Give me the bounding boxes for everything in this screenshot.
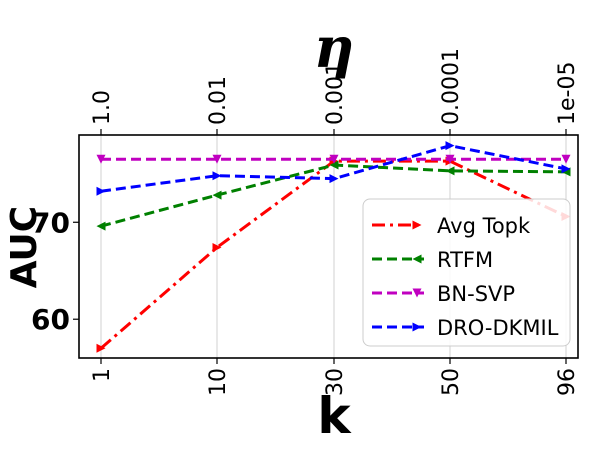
legend-swatch-marker (412, 254, 422, 264)
legend-label: DRO-DKMIL (437, 316, 559, 340)
top-tick-label: 1.0 (90, 90, 115, 125)
x-tick-label: 10 (206, 368, 231, 396)
data-point (96, 343, 106, 353)
x-tick-label: 1 (90, 368, 115, 382)
legend-box (362, 198, 571, 347)
legend-items: Avg Topk RTFM BN-SVP DRO-DKMIL (372, 214, 559, 340)
data-point (96, 186, 106, 196)
data-point (96, 154, 106, 164)
top-axis-title: η (314, 15, 355, 81)
legend-label: RTFM (437, 248, 493, 272)
legend-label: Avg Topk (437, 214, 531, 238)
y-axis-title: AUC (4, 206, 45, 288)
y-tick-label: 60 (31, 303, 70, 336)
legend-item: BN-SVP (372, 282, 515, 306)
legend: Avg Topk RTFM BN-SVP DRO-DKMIL (362, 198, 571, 347)
data-point (96, 221, 106, 231)
legend-swatch-marker (412, 322, 422, 332)
data-point (212, 154, 222, 164)
series-dro-dkmil (96, 141, 571, 196)
top-tick-label: 1e-05 (555, 62, 580, 125)
plot-frame (78, 134, 579, 359)
legend-swatch-marker (412, 220, 422, 230)
data-point (212, 190, 222, 200)
top-tick-label: 0.0001 (439, 48, 464, 125)
series-bn-svp (96, 154, 571, 164)
x-tick-label: 50 (439, 368, 464, 396)
data-point (212, 171, 222, 181)
legend-label: BN-SVP (437, 282, 515, 306)
data-point (445, 166, 455, 176)
data-point (212, 242, 222, 252)
top-tick-label: 0.001 (323, 62, 348, 125)
ticks-layer: 1 10 30 50 96 1.0 0.01 0.001 0.0001 1e-05 60 70 (31, 48, 580, 396)
series-rtfm (96, 160, 571, 231)
legend-item: DRO-DKMIL (372, 316, 559, 340)
x-tick-label: 96 (555, 368, 580, 396)
x-axis-title: k (317, 387, 352, 445)
legend-swatch-marker (412, 288, 422, 298)
data-point (329, 174, 339, 184)
top-tick-label: 0.01 (206, 76, 231, 125)
data-point (445, 154, 455, 164)
data-point (445, 141, 455, 151)
legend-item: RTFM (372, 248, 493, 272)
legend-item: Avg Topk (372, 214, 531, 238)
x-tick-label: 30 (323, 368, 348, 396)
data-point (329, 160, 339, 170)
y-tick-label: 70 (31, 206, 70, 239)
data-point (329, 154, 339, 164)
data-point (561, 164, 571, 174)
data-point (561, 154, 571, 164)
